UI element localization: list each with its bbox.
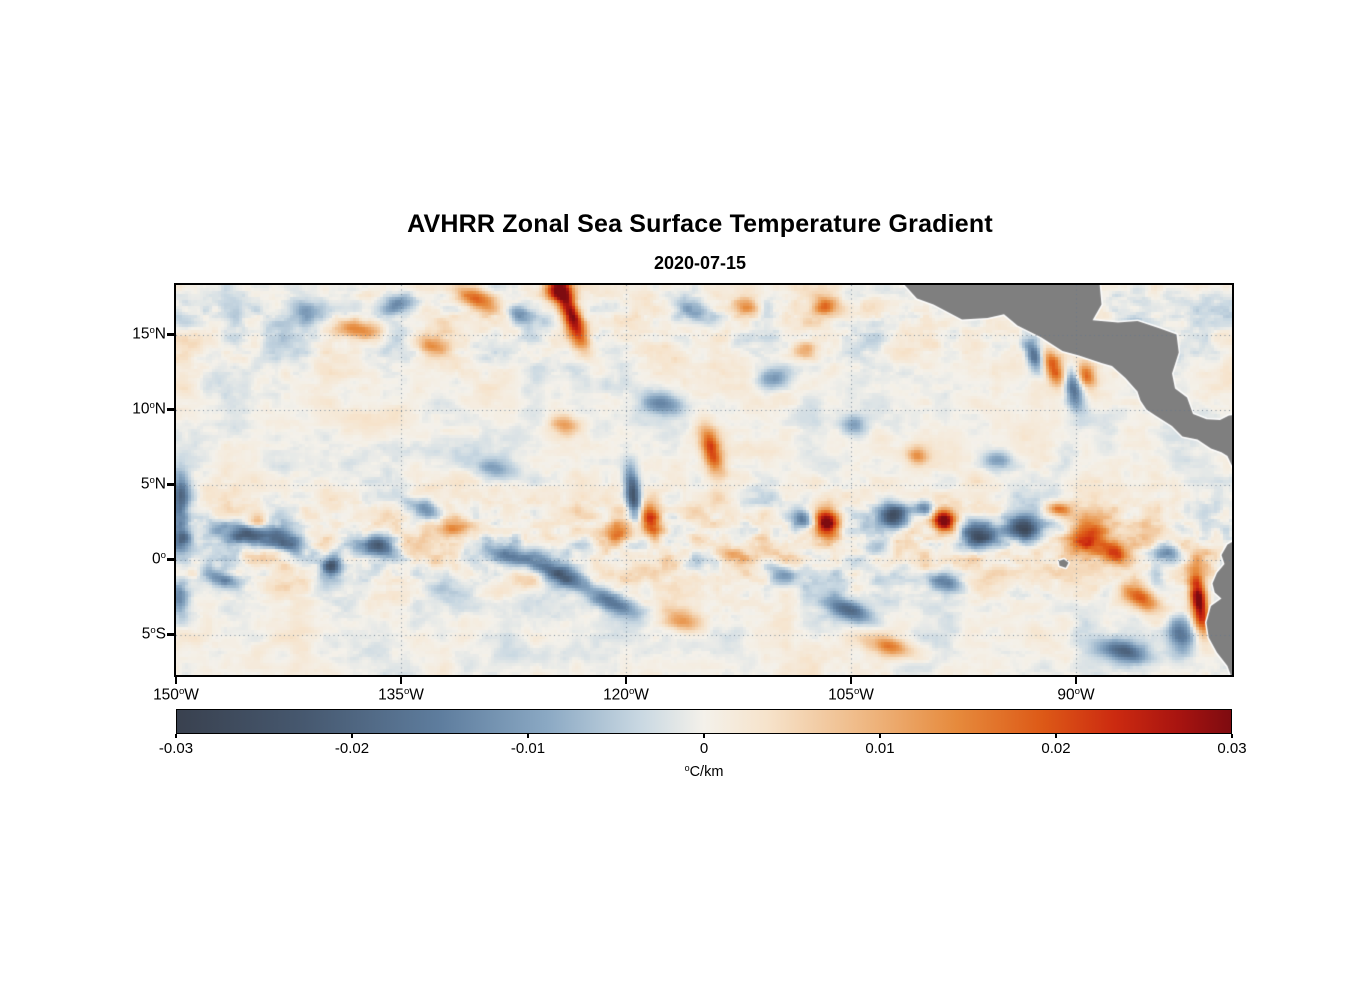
y-axis-tick — [167, 408, 174, 411]
degree-symbol: o — [149, 399, 155, 411]
tick-value: 0 — [152, 549, 161, 567]
x-axis-tick — [399, 677, 403, 684]
degree-symbol: o — [149, 474, 155, 486]
tick-value: 105 — [828, 686, 854, 704]
colorbar-gradient — [176, 709, 1232, 734]
degree-symbol: o — [160, 549, 166, 561]
hemisphere-letter: W — [859, 686, 874, 704]
colorbar-tick — [879, 734, 881, 738]
y-axis-tick-label: 5oN — [94, 475, 166, 493]
colorbar-tick — [527, 734, 529, 738]
colorbar-tick — [175, 734, 177, 738]
tick-value: 5 — [141, 624, 151, 642]
hemisphere-letter: N — [154, 324, 166, 342]
y-axis-tick — [167, 633, 174, 636]
hemisphere-letter: W — [1079, 686, 1095, 704]
degree-symbol: o — [150, 624, 156, 636]
y-axis-tick — [167, 483, 174, 486]
x-axis-tick-label: 120oW — [580, 686, 672, 704]
degree-symbol: o — [403, 686, 410, 697]
degree-symbol: o — [684, 763, 690, 773]
degree-symbol: o — [1074, 686, 1080, 697]
x-axis-tick — [849, 677, 853, 684]
colorbar-unit-label: oC/km — [176, 763, 1232, 780]
chart-subtitle: 2020-07-15 — [653, 253, 747, 273]
hemisphere-letter: W — [634, 686, 649, 704]
x-axis-tick — [1074, 677, 1078, 684]
tick-value: 135 — [378, 686, 404, 704]
y-axis-tick-label: 10oN — [94, 400, 166, 418]
tick-value: 150 — [153, 686, 179, 704]
colorbar-tick — [351, 734, 353, 738]
tick-value: 120 — [603, 686, 629, 704]
hemisphere-letter: N — [154, 399, 166, 417]
x-axis-tick — [624, 677, 628, 684]
tick-value: 90 — [1057, 686, 1075, 704]
hemisphere-letter: W — [409, 686, 424, 704]
y-axis-tick-label: 15oN — [94, 325, 166, 343]
unit-text: C/km — [689, 763, 724, 780]
colorbar-tick-label: 0.02 — [1041, 740, 1071, 757]
sst-gradient-map-canvas — [176, 285, 1232, 675]
chart-title: AVHRR Zonal Sea Surface Temperature Grad… — [407, 210, 993, 238]
y-axis-tick-label: 0o — [94, 550, 166, 568]
colorbar-tick — [1055, 734, 1057, 738]
tick-value: 10 — [132, 399, 150, 417]
hemisphere-letter: N — [154, 474, 166, 492]
colorbar-tick-label: 0.01 — [865, 740, 895, 757]
x-axis-tick-label: 105oW — [805, 686, 897, 704]
colorbar-tick — [703, 734, 705, 738]
y-axis-tick — [167, 333, 174, 336]
degree-symbol: o — [178, 686, 185, 697]
degree-symbol: o — [149, 324, 155, 336]
colorbar-tick-label: -0.02 — [334, 740, 370, 757]
colorbar-tick-label: -0.01 — [510, 740, 546, 757]
colorbar-tick — [1231, 734, 1233, 738]
colorbar-tick-label: 0.03 — [1217, 740, 1247, 757]
tick-value: 5 — [140, 474, 150, 492]
x-axis-tick — [174, 677, 178, 684]
hemisphere-letter: S — [155, 624, 166, 642]
degree-symbol: o — [628, 686, 635, 697]
tick-value: 15 — [132, 324, 150, 342]
colorbar-tick-label: 0 — [699, 740, 709, 757]
x-axis-tick-label: 135oW — [355, 686, 447, 704]
x-axis-tick-label: 150oW — [130, 686, 222, 704]
degree-symbol: o — [853, 686, 860, 697]
colorbar-tick-label: -0.03 — [158, 740, 194, 757]
hemisphere-letter: W — [184, 686, 199, 704]
x-axis-tick-label: 90oW — [1030, 686, 1122, 704]
y-axis-tick-label: 5oS — [94, 625, 166, 643]
y-axis-tick — [167, 558, 174, 561]
